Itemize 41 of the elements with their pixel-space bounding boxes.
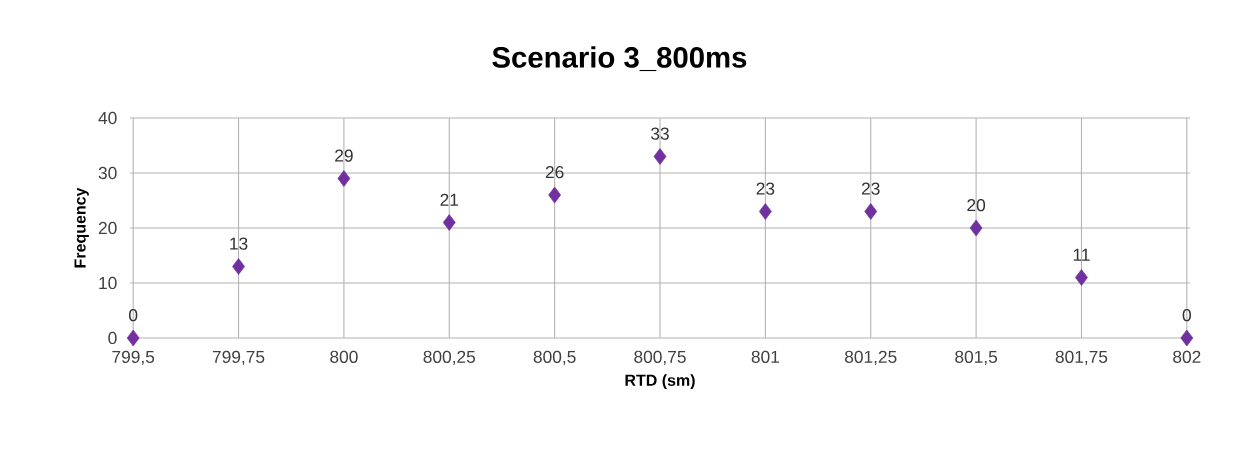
data-label: 0 (1182, 309, 1191, 322)
data-label: 33 (651, 127, 669, 140)
x-tick-label: 799,75 (212, 350, 265, 366)
data-label: 26 (545, 166, 564, 179)
data-label: 11 (1073, 248, 1090, 261)
x-tick-label: 800,25 (423, 350, 476, 366)
x-tick-label: 801,75 (1055, 350, 1108, 366)
data-label: 29 (335, 149, 353, 162)
point (126, 329, 140, 347)
point (442, 214, 456, 231)
y-tick-label: 20 (98, 221, 117, 235)
data-label: 23 (861, 182, 880, 195)
point (1075, 269, 1088, 286)
point (864, 203, 878, 220)
data-label: 21 (440, 193, 459, 206)
point (969, 219, 983, 237)
x-tick-label: 800,75 (634, 350, 686, 366)
x-tick-label: 800,5 (533, 350, 576, 366)
point (653, 148, 667, 165)
point (337, 170, 351, 187)
point (1180, 329, 1194, 347)
y-tick-label: 40 (98, 111, 117, 125)
y-axis-title: Frequency (74, 187, 89, 268)
data-label: 20 (967, 199, 986, 212)
point (548, 186, 561, 204)
x-tick-label: 802 (1173, 350, 1201, 363)
y-tick-label: 10 (99, 276, 117, 290)
data-label: 13 (230, 237, 248, 250)
data-label: 23 (756, 182, 775, 195)
x-tick-label: 800 (330, 350, 358, 363)
chart-title: Scenario 3_800ms (492, 46, 747, 72)
x-tick-label: 801,5 (955, 350, 998, 366)
x-tick-label: 799,5 (112, 350, 155, 366)
x-tick-label: 801 (751, 350, 779, 363)
x-tick-label: 801,25 (844, 350, 897, 366)
point (759, 203, 772, 220)
point (232, 258, 245, 275)
data-label: 0 (129, 309, 138, 322)
y-tick-label: 0 (108, 331, 117, 345)
y-tick-label: 30 (98, 166, 117, 180)
x-axis-title: RTD (sm) (625, 374, 695, 390)
